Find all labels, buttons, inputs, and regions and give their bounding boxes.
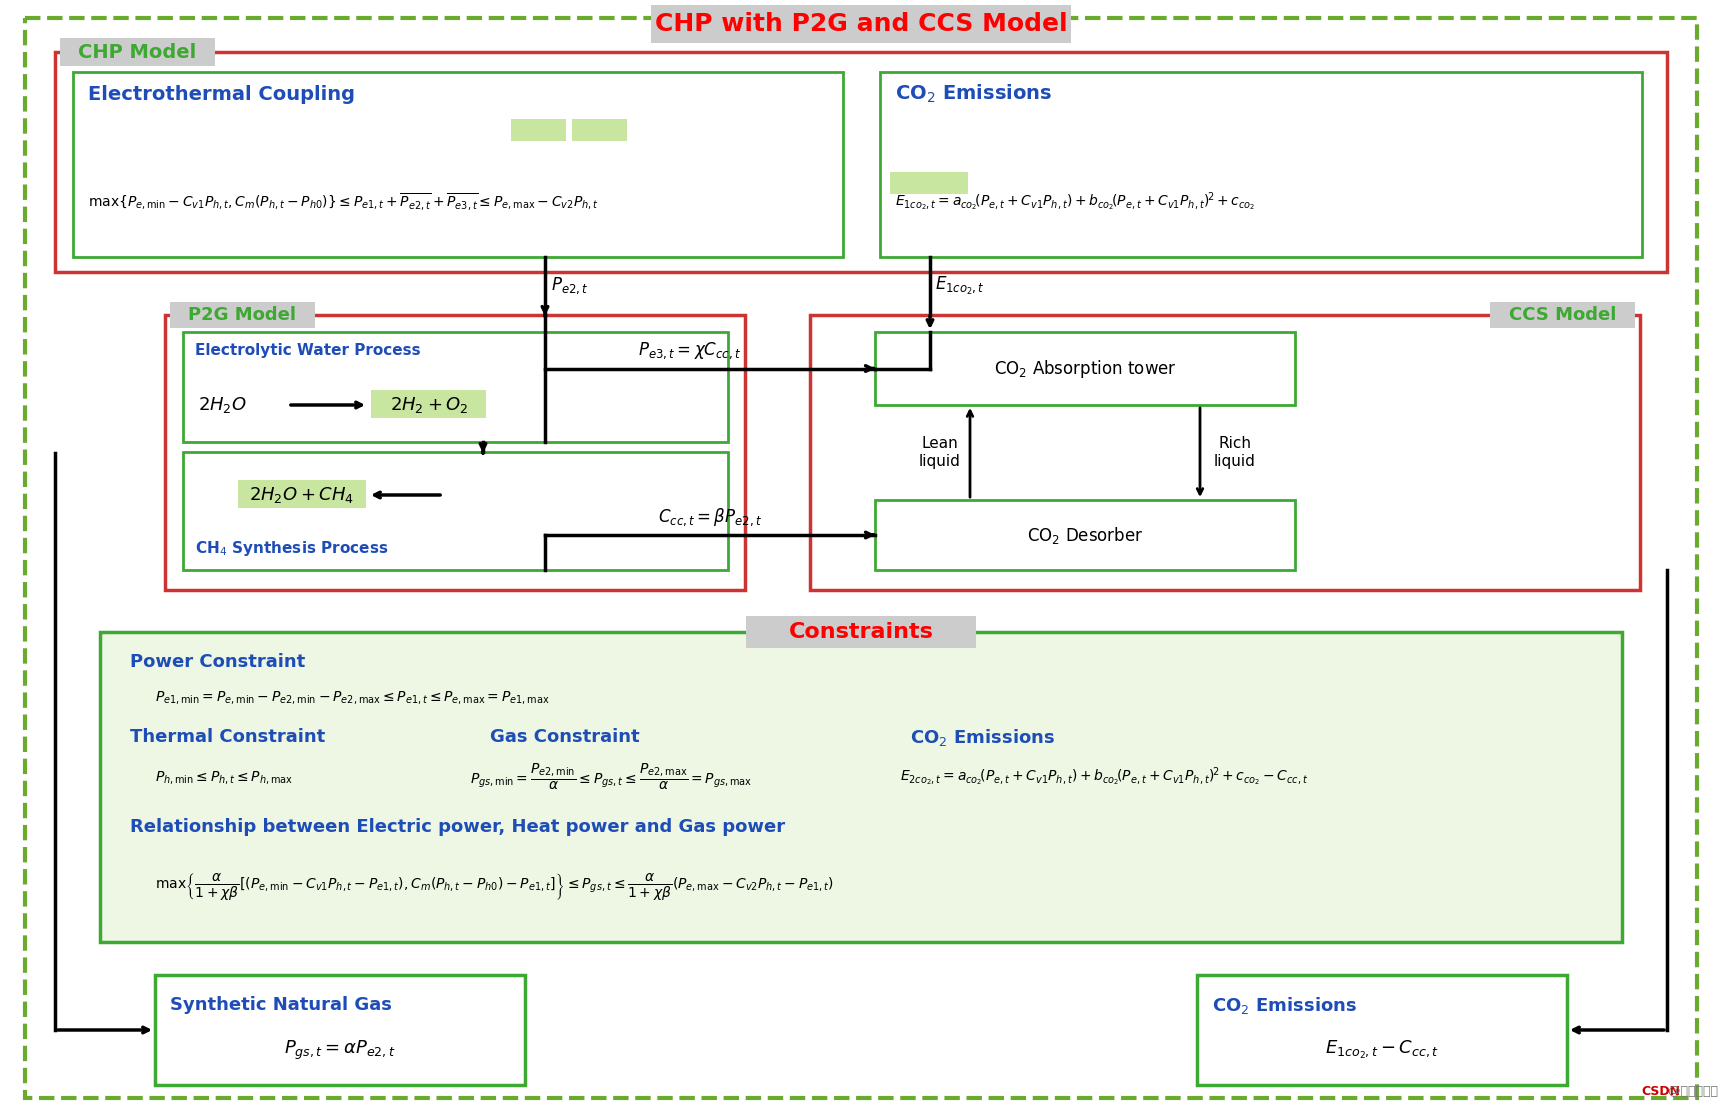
Text: $\max\left\{P_{e,\min}-C_{v1}P_{h,t},C_{m}\left(P_{h,t}-P_{h0}\right)\right\}\le: $\max\left\{P_{e,\min}-C_{v1}P_{h,t},C_{… — [88, 191, 599, 213]
Text: $2H_2O$: $2H_2O$ — [198, 395, 246, 415]
FancyBboxPatch shape — [746, 615, 976, 648]
Text: Electrothermal Coupling: Electrothermal Coupling — [88, 85, 355, 104]
FancyBboxPatch shape — [651, 4, 1071, 43]
Text: Rich
liquid: Rich liquid — [1214, 436, 1255, 469]
FancyBboxPatch shape — [155, 975, 525, 1085]
Text: Relationship between Electric power, Heat power and Gas power: Relationship between Electric power, Hea… — [129, 818, 785, 836]
Text: $\max\left\{\dfrac{\alpha}{1+\chi\beta}\left[\left(P_{e,\min}-C_{v1}P_{h,t}-P_{e: $\max\left\{\dfrac{\alpha}{1+\chi\beta}\… — [155, 871, 833, 903]
Text: $P_{e3,t}=\chi C_{cc,t}$: $P_{e3,t}=\chi C_{cc,t}$ — [639, 341, 742, 361]
Text: $E_{1co_2,t}$: $E_{1co_2,t}$ — [935, 275, 985, 297]
Text: Gas Constraint: Gas Constraint — [491, 728, 639, 746]
Text: CSDN: CSDN — [1641, 1085, 1681, 1099]
Text: CO$_2$ Emissions: CO$_2$ Emissions — [1212, 995, 1357, 1015]
Text: Lean
liquid: Lean liquid — [920, 436, 961, 469]
Text: CHP with P2G and CCS Model: CHP with P2G and CCS Model — [654, 12, 1068, 36]
FancyBboxPatch shape — [26, 18, 1696, 1099]
Text: $P_{h,\min}\leq P_{h,t}\leq P_{h,\max}$: $P_{h,\min}\leq P_{h,t}\leq P_{h,\max}$ — [155, 768, 293, 786]
FancyBboxPatch shape — [511, 119, 567, 141]
FancyBboxPatch shape — [72, 72, 844, 257]
Text: $P_{e2,t}$: $P_{e2,t}$ — [551, 276, 589, 296]
FancyBboxPatch shape — [875, 500, 1295, 570]
Text: $E_{1co_2,t}=a_{co_2}\!\left(P_{e,t}+C_{v1}P_{h,t}\right)+b_{co_2}\!\left(P_{e,t: $E_{1co_2,t}=a_{co_2}\!\left(P_{e,t}+C_{… — [895, 190, 1255, 214]
FancyBboxPatch shape — [60, 38, 215, 66]
FancyBboxPatch shape — [370, 390, 486, 418]
FancyBboxPatch shape — [183, 452, 728, 570]
Text: CO$_2$ Desorber: CO$_2$ Desorber — [1026, 524, 1143, 545]
Text: CO$_2$ Emissions: CO$_2$ Emissions — [895, 82, 1052, 105]
FancyBboxPatch shape — [55, 52, 1667, 272]
FancyBboxPatch shape — [165, 315, 746, 590]
Text: Power Constraint: Power Constraint — [129, 653, 305, 671]
Text: Synthetic Natural Gas: Synthetic Natural Gas — [170, 996, 393, 1014]
FancyBboxPatch shape — [875, 332, 1295, 405]
FancyBboxPatch shape — [170, 302, 315, 328]
Text: CH$_4$ Synthesis Process: CH$_4$ Synthesis Process — [195, 540, 389, 559]
Text: $P_{gs,\min}=\dfrac{P_{e2,\min}}{\alpha}\leq P_{gs,t}\leq\dfrac{P_{e2,\max}}{\al: $P_{gs,\min}=\dfrac{P_{e2,\min}}{\alpha}… — [470, 762, 753, 792]
FancyBboxPatch shape — [880, 72, 1643, 257]
FancyBboxPatch shape — [809, 315, 1639, 590]
Text: $2H_2O+CH_4$: $2H_2O+CH_4$ — [250, 485, 355, 505]
Text: $E_{2co_2,t}=a_{co_2}\!\left(P_{e,t}+C_{v1}P_{h,t}\right)+b_{co_2}\!\left(P_{e,t: $E_{2co_2,t}=a_{co_2}\!\left(P_{e,t}+C_{… — [901, 766, 1309, 788]
Text: Electrolytic Water Process: Electrolytic Water Process — [195, 343, 420, 357]
Text: Thermal Constraint: Thermal Constraint — [129, 728, 325, 746]
Text: CO$_2$ Emissions: CO$_2$ Emissions — [909, 727, 1056, 748]
Text: $P_{e1,\min}=P_{e,\min}-P_{e2,\min}-P_{e2,\max}\leq P_{e1,t}\leq P_{e,\max}=P_{e: $P_{e1,\min}=P_{e,\min}-P_{e2,\min}-P_{e… — [155, 689, 549, 706]
FancyBboxPatch shape — [1490, 302, 1634, 328]
FancyBboxPatch shape — [100, 632, 1622, 942]
Text: CHP Model: CHP Model — [79, 42, 196, 61]
FancyBboxPatch shape — [890, 173, 968, 194]
Text: $P_{gs,t}=\alpha P_{e2,t}$: $P_{gs,t}=\alpha P_{e2,t}$ — [284, 1038, 396, 1062]
Text: P2G Model: P2G Model — [188, 306, 296, 324]
FancyBboxPatch shape — [572, 119, 627, 141]
Text: $2H_2+O_2$: $2H_2+O_2$ — [389, 395, 468, 415]
Text: $E_{1co_2,t}-C_{cc,t}$: $E_{1co_2,t}-C_{cc,t}$ — [1324, 1038, 1440, 1061]
FancyBboxPatch shape — [1197, 975, 1567, 1085]
FancyBboxPatch shape — [183, 332, 728, 442]
Text: @茄枝科研社: @茄枝科研社 — [1663, 1085, 1719, 1099]
Text: Constraints: Constraints — [789, 622, 933, 642]
Text: $C_{cc,t}=\beta P_{e2,t}$: $C_{cc,t}=\beta P_{e2,t}$ — [658, 506, 761, 528]
Text: CO$_2$ Absorption tower: CO$_2$ Absorption tower — [994, 357, 1176, 380]
Text: CCS Model: CCS Model — [1508, 306, 1617, 324]
FancyBboxPatch shape — [238, 480, 367, 508]
